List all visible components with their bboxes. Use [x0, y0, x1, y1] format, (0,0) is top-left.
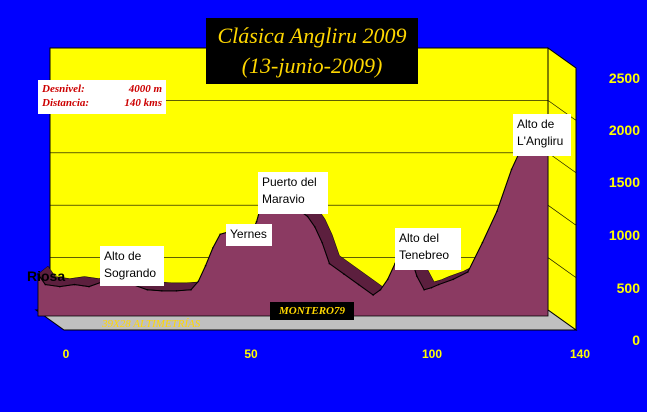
distancia-value: 140 kms	[124, 97, 162, 109]
elevation-point	[343, 273, 345, 275]
x-tick-label: 140	[569, 347, 591, 361]
annotation-line: Tenebreo	[399, 248, 450, 262]
elevation-point	[204, 264, 207, 267]
elevation-point	[496, 210, 498, 212]
elevation-point	[255, 220, 258, 223]
annotation-line: Puerto del	[262, 175, 317, 189]
x-tick-label: 100	[421, 347, 443, 361]
y-tick-label: 1000	[608, 227, 640, 243]
annotation-riosa: Riosa	[27, 268, 66, 284]
annotation-puerto-del-maravio: Puerto del Maravio	[258, 172, 328, 214]
desnivel-label: Desnivel:	[42, 83, 85, 95]
x-tick-label: 0	[62, 347, 70, 361]
elevation-point	[328, 262, 331, 265]
elevation-point	[59, 285, 61, 288]
elevation-point	[357, 283, 360, 286]
elevation-point	[161, 290, 163, 292]
elevation-point	[73, 283, 76, 286]
annotation-yernes: Yernes	[226, 224, 272, 246]
credit-text: 39X28 ALTIMETRÍAS	[102, 318, 201, 330]
desnivel-value: 4000 m	[128, 83, 162, 95]
annotation-line: Yernes	[230, 227, 267, 241]
elevation-point	[190, 289, 192, 291]
elevation-point	[430, 286, 433, 289]
annotation-alto-del-tenebreo: Alto del Tenebreo	[395, 228, 461, 270]
elevation-point	[219, 233, 221, 236]
x-tick-label: 50	[244, 347, 258, 361]
annotation-line: Alto del	[399, 231, 440, 245]
elevation-point	[175, 290, 178, 292]
elevation-point	[306, 215, 309, 218]
elevation-point	[314, 226, 316, 228]
elevation-point	[197, 280, 200, 283]
elevation-point	[386, 278, 389, 281]
annotation-alto-de-sogrando: Alto de Sogrando	[100, 246, 164, 286]
chart-side-wall	[547, 47, 577, 331]
author-badge: MONTERO79	[270, 302, 354, 320]
annotation-line: Sogrando	[104, 266, 157, 280]
annotation-alto-de-langliru: Alto de L'Angliru	[513, 114, 571, 156]
elevation-point	[467, 271, 469, 273]
elevation-point	[88, 285, 90, 288]
elevation-point	[481, 241, 484, 244]
elevation-point	[212, 247, 214, 249]
elevation-point	[510, 168, 513, 171]
y-tick-label: 0	[632, 332, 640, 348]
gridline	[50, 100, 577, 121]
elevation-point	[452, 278, 455, 281]
elevation-point	[423, 289, 425, 291]
chart-title-box: Clásica Angliru 2009 (13-junio-2009)	[206, 18, 418, 84]
annotation-line: Alto de	[517, 117, 555, 131]
chart-subtitle: (13-junio-2009)	[241, 53, 383, 78]
y-tick-label: 2000	[608, 122, 640, 138]
elevation-point	[44, 283, 47, 286]
distancia-row: Distancia: 140 kms	[42, 96, 162, 110]
chart-title: Clásica Angliru 2009	[217, 23, 407, 48]
y-tick-label: 2500	[608, 70, 640, 86]
distancia-label: Distancia:	[42, 97, 90, 109]
y-tick-label: 1500	[608, 174, 640, 190]
elevation-point	[379, 289, 382, 291]
y-tick-label: 500	[616, 280, 640, 296]
elevation-point	[146, 289, 149, 291]
annotation-line: L'Angliru	[517, 134, 564, 148]
desnivel-row: Desnivel: 4000 m	[42, 82, 162, 96]
annotation-line: Maravio	[262, 192, 305, 206]
elevation-point	[416, 275, 418, 277]
elevation-point	[437, 283, 440, 286]
elevation-point	[37, 273, 39, 275]
stage-info-box: Desnivel: 4000 m Distancia: 140 kms	[38, 80, 166, 114]
elevation-point	[372, 294, 374, 296]
elevation-point	[321, 241, 323, 244]
annotation-line: Alto de	[104, 249, 142, 263]
